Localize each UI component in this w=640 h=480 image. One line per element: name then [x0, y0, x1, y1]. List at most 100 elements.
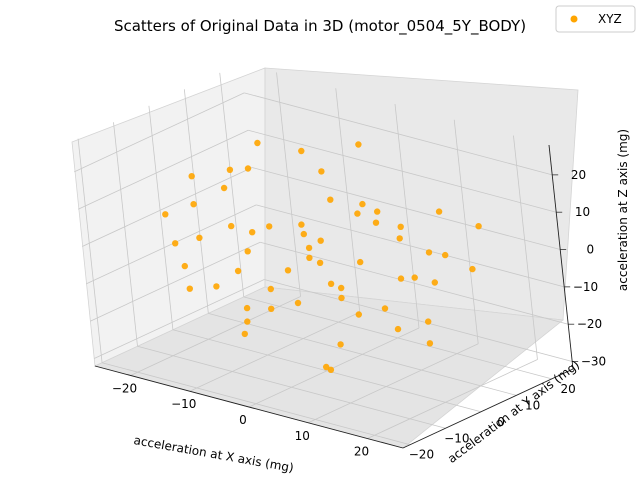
y-axis-line [402, 368, 574, 449]
scatter-point [162, 211, 169, 218]
scatter-point [268, 305, 275, 312]
scatter-point [327, 196, 334, 203]
scatter-point [355, 141, 362, 148]
scatter-point [355, 311, 362, 318]
axes-panes [71, 67, 579, 449]
scatter-point [172, 240, 179, 247]
back-pane-right [264, 67, 579, 321]
scatter-point [228, 222, 235, 230]
scatter-point [323, 363, 330, 371]
scatter-point [220, 184, 228, 192]
scatter-point [357, 258, 364, 266]
scatter-point [469, 265, 476, 273]
z-grid-line [86, 204, 257, 285]
x-grid-line [189, 311, 360, 392]
x-grid-line [513, 135, 538, 360]
scatter-point [244, 248, 251, 255]
y-tick-label: 0 [497, 415, 505, 429]
y-grid-line [137, 345, 446, 429]
y-grid-line [172, 329, 482, 413]
scatter-point [425, 249, 433, 256]
z-grid-line [90, 241, 261, 322]
z-grid-line [264, 279, 573, 362]
z-tick-label: 10 [575, 205, 590, 219]
scatter-point [372, 219, 380, 226]
scatter-point [241, 330, 248, 338]
scatter-point [234, 267, 242, 275]
y-grid-line [101, 362, 411, 446]
scatter-point [284, 267, 292, 274]
x-tick-label: 0 [239, 413, 247, 427]
scatter-point [249, 229, 256, 236]
scatter-point [338, 294, 345, 302]
y-grid-line [183, 89, 209, 314]
x-tick-label: −10 [171, 397, 196, 411]
scatter-point [267, 285, 274, 293]
scatter-point [359, 200, 366, 208]
axis-ticks: −20 −10 0 10 20 −20 −10 0 10 20 −30 −20 −10 0 10 20 [94, 144, 606, 462]
scatter-point [426, 340, 434, 347]
scatter-point [381, 305, 389, 312]
scatter-point [397, 223, 404, 230]
z-tick-label: 0 [587, 243, 595, 257]
x-tick-label: 10 [295, 429, 310, 443]
z-grid-line [244, 92, 553, 176]
x-axis-line [94, 365, 404, 449]
z-grid-line [248, 129, 557, 213]
scatter-point [213, 283, 220, 290]
x-tick-label: −20 [112, 381, 137, 395]
scatter-point [226, 166, 234, 173]
z-grid-line [252, 167, 561, 250]
x-axis-label: acceleration at X axis (mg) [133, 433, 295, 475]
legend-marker [570, 15, 578, 23]
scatter-points [162, 139, 482, 373]
scatter-point [244, 165, 252, 172]
scatter-point [396, 235, 403, 242]
scatter-point [431, 279, 438, 286]
z-axis-label: acceleration at Z axis (mg) [616, 129, 630, 291]
z-grid-line [74, 92, 245, 173]
z-tick-label: 20 [571, 168, 586, 182]
scatter-point [188, 173, 195, 180]
scatter-point [186, 285, 193, 292]
x-grid-line [394, 103, 420, 329]
scatter-point [190, 201, 197, 208]
scatter-point [475, 223, 482, 230]
z-tick-label: −10 [573, 280, 598, 294]
scatter-point [317, 237, 324, 244]
z-grid-line [94, 279, 265, 359]
x-grid-line [248, 327, 420, 408]
y-grid-line [243, 296, 552, 380]
x-grid-line [335, 88, 361, 313]
scatter-point [425, 318, 432, 325]
y-grid-line [77, 138, 103, 363]
scatter-point [254, 139, 261, 147]
z-grid-line [78, 129, 249, 210]
scatter-point [266, 223, 273, 230]
z-grid-line [256, 204, 565, 288]
z-tick-label: −20 [577, 317, 602, 331]
y-grid-line [208, 312, 517, 396]
z-axis-line [548, 144, 574, 370]
scatter-point [294, 299, 302, 307]
z-tick-label: −30 [581, 355, 606, 369]
scatter-point [374, 208, 381, 215]
scatter-point [337, 341, 344, 348]
scatter-point [300, 230, 307, 238]
x-grid-line [308, 343, 479, 424]
legend-box [555, 5, 636, 33]
y-tick-label: −10 [444, 431, 469, 445]
scatter-point [318, 168, 325, 175]
scatter-point [411, 274, 418, 281]
y-tick-label: −20 [409, 448, 434, 462]
scatter-point [306, 254, 313, 261]
scatter-point [327, 366, 335, 373]
scatter-point [442, 251, 449, 259]
y-grid-line [148, 105, 174, 330]
scatter-point [394, 325, 402, 333]
scatter-point [298, 221, 305, 228]
scatter-point [305, 244, 313, 252]
y-tick-label: 20 [560, 382, 575, 396]
grid-lines [74, 72, 573, 446]
